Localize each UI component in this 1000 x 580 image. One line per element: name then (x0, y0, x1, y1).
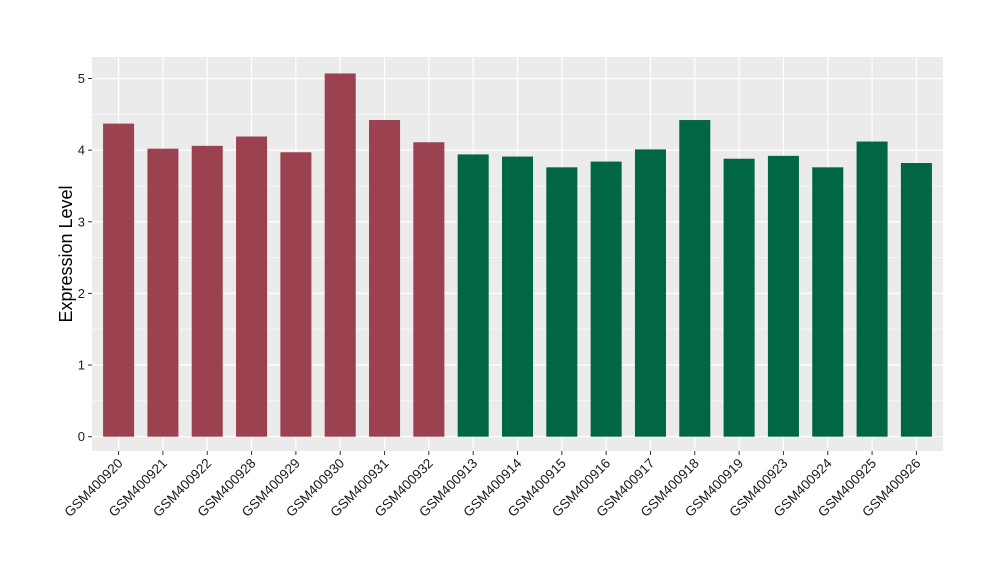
bar-gsm400928 (236, 137, 267, 437)
y-tick-label: 4 (78, 143, 85, 158)
y-tick-label: 2 (78, 286, 85, 301)
bar-gsm400913 (458, 154, 489, 436)
bar-gsm400916 (591, 162, 622, 437)
bar-gsm400921 (147, 149, 178, 437)
bar-gsm400922 (192, 146, 223, 437)
bar-gsm400925 (857, 142, 888, 437)
bar-gsm400931 (369, 120, 400, 437)
bar-gsm400915 (546, 167, 577, 436)
y-tick-label: 1 (78, 358, 85, 373)
bar-gsm400924 (812, 167, 843, 436)
bar-gsm400919 (724, 159, 755, 437)
bar-gsm400930 (325, 73, 356, 436)
bar-gsm400914 (502, 157, 533, 437)
y-tick-label: 0 (78, 429, 85, 444)
bar-gsm400929 (280, 152, 311, 436)
bar-gsm400918 (679, 120, 710, 437)
bar-gsm400926 (901, 163, 932, 437)
y-axis: 0 1 2 3 4 5 (78, 71, 92, 444)
bar-gsm400920 (103, 124, 134, 437)
y-tick-label: 3 (78, 214, 85, 229)
bar-gsm400917 (635, 149, 666, 436)
bar-gsm400923 (768, 156, 799, 437)
x-axis: GSM400920GSM400921GSM400922GSM400928GSM4… (62, 451, 924, 520)
y-tick-label: 5 (78, 71, 85, 86)
y-axis-title: Expression Level (56, 185, 76, 322)
bar-gsm400932 (413, 142, 444, 436)
